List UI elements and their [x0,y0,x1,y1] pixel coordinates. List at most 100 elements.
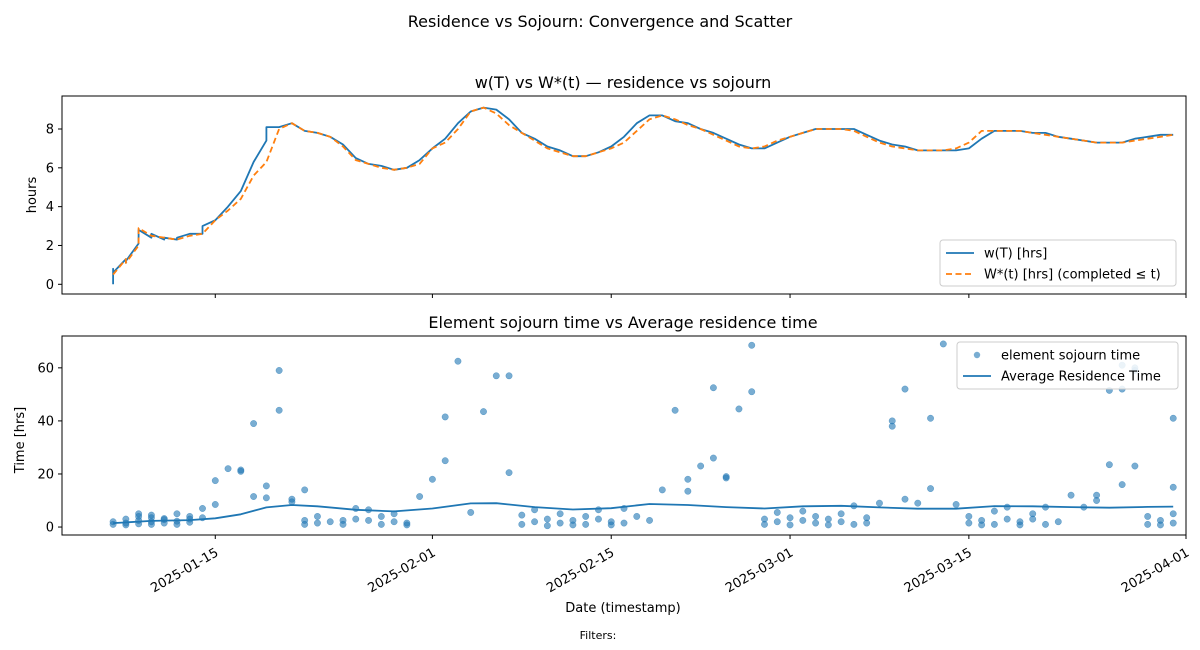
y-tick-label: 6 [46,161,54,176]
sojourn-point [262,482,270,490]
sojourn-point [339,516,347,524]
sojourn-point [658,486,666,494]
sojourn-point [301,486,309,494]
y-tick-label: 0 [46,278,54,293]
top-chart-title: w(T) vs W*(t) — residence vs sojourn [475,73,772,92]
legend-swatch [973,351,981,359]
sojourn-point [978,516,986,524]
sojourn-point [1093,497,1101,504]
sojourn-point [761,520,768,528]
sojourn-point [901,495,909,503]
sojourn-point [748,341,756,349]
sojourn-point [863,519,871,527]
sojourn-point [773,508,781,516]
sojourn-point [646,516,653,524]
sojourn-point [786,514,794,522]
sojourn-point [505,469,513,477]
sojourn-point [531,518,539,526]
sojourn-point [799,516,807,524]
sojourn-point [1144,520,1152,528]
sojourn-point [1054,518,1062,526]
sojourn-point [1144,512,1152,520]
sojourn-point [122,515,130,523]
x-tick-label: 2025-03-15 [902,545,975,596]
x-tick-label: 2025-04-01 [1119,545,1192,596]
sojourn-point [786,521,794,529]
sojourn-point [454,357,462,365]
sojourn-point [927,485,934,493]
sojourn-point [1105,461,1113,469]
panel-top: w(T) vs W*(t) — residence vs sojourn 0 2 4… [25,73,1187,298]
legend-label: element sojourn time [1001,349,1140,364]
sojourn-point [990,507,998,515]
legend-label: w(T) [hrs] [984,247,1047,262]
sojourn-point [416,493,424,500]
legend-box [956,341,1179,390]
sojourn-point [850,520,858,528]
sojourn-point [314,519,321,527]
sojourn-point [250,493,258,500]
y-tick-label: 20 [37,467,54,482]
figure-suptitle: Residence vs Sojourn: Convergence and Sc… [408,12,793,31]
x-tick-label: 2025-02-01 [365,545,438,596]
sojourn-point [812,519,820,527]
sojourn-point [301,520,309,528]
sojourn-point [888,417,896,425]
sojourn-point [1067,491,1075,499]
filters-footer: Filters: [580,629,617,642]
y-tick-label: 2 [46,239,54,254]
y-tick-label: 40 [37,414,54,429]
sojourn-point [147,520,155,528]
sojourn-point [595,506,602,514]
sojourn-point [543,522,551,530]
sojourn-point [326,518,334,526]
bottom-plot-frame [61,335,1187,536]
sojourn-point [173,520,181,528]
sojourn-point [569,516,577,524]
sojourn-point [365,516,372,524]
sojourn-point [441,457,449,465]
sojourn-point [927,414,934,422]
sojourn-point [914,499,922,507]
sojourn-point [211,501,219,508]
top-legend: w(T) [hrs] W*(t) [hrs] (completed ≤ t) [939,239,1177,287]
bottom-x-ticks: 2025-01-15 2025-02-01 2025-02-15 2025-03-01… [148,535,1192,596]
sojourn-point [1157,521,1164,529]
sojourn-point [352,515,360,523]
sojourn-point [556,510,564,518]
sojourn-point [147,511,155,519]
sojourn-point [952,501,960,508]
sojourn-point [211,477,219,485]
x-tick-label: 2025-01-15 [148,545,221,596]
sojourn-point [824,515,832,523]
sojourn-point [237,467,245,475]
sojourn-point [990,520,998,528]
sojourn-point [901,385,909,393]
y-tick-label: 4 [46,200,54,215]
sojourn-point [428,475,436,483]
sojourn-point [633,512,641,520]
sojourn-point [1029,515,1037,523]
sojourn-point [199,505,206,512]
sojourn-point [722,474,730,482]
sojourn-point [709,384,717,392]
x-axis-label: Date (timestamp) [565,601,680,616]
sojourn-point [735,405,743,413]
sojourn-point [837,510,845,518]
sojourn-point [697,462,705,470]
top-series-layer [112,106,1174,285]
sojourn-point [1169,483,1177,491]
bottom-chart-title: Element sojourn time vs Average residenc… [428,313,817,332]
sojourn-point [109,518,117,526]
legend-label: Average Residence Time [1001,370,1161,385]
sojourn-point [837,518,845,526]
sojourn-point [607,518,615,526]
sojourn-point [876,499,883,507]
sojourn-point [377,512,385,520]
sojourn-point [186,512,194,520]
series-line-0-1 [112,106,1174,276]
sojourn-point [595,515,602,523]
legend-label: W*(t) [hrs] (completed ≤ t) [984,268,1161,283]
sojourn-point [390,518,398,526]
